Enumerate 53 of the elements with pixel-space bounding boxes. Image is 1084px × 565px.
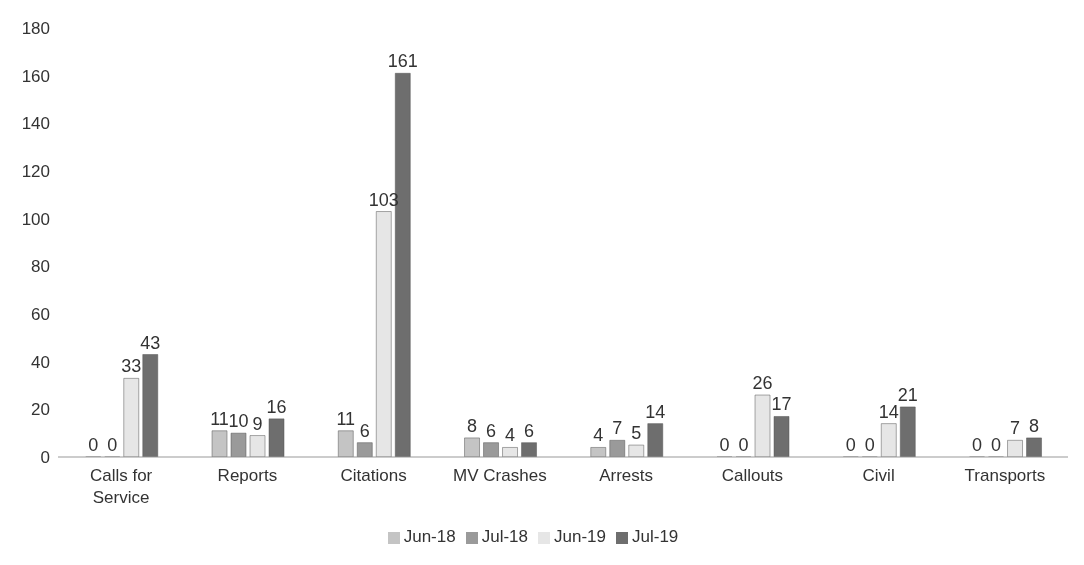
data-label: 0 (719, 434, 730, 455)
y-tick-label: 40 (31, 352, 50, 372)
y-tick-label: 160 (21, 66, 50, 86)
data-label: 43 (140, 332, 161, 353)
data-label: 0 (972, 434, 983, 455)
legend-label: Jul-19 (631, 527, 679, 546)
data-label: 0 (864, 434, 875, 455)
y-tick-label: 100 (21, 209, 50, 229)
data-label: 0 (88, 434, 99, 455)
data-label: 11 (210, 408, 229, 429)
data-label: 11 (336, 408, 356, 429)
x-tick-label: Transports (964, 466, 1046, 485)
data-label: 8 (1029, 415, 1040, 436)
x-tick-label: MV Crashes (453, 466, 547, 485)
data-label: 5 (631, 423, 642, 444)
y-tick-label: 80 (31, 257, 50, 277)
data-label: 33 (121, 356, 142, 377)
data-label: 7 (1010, 418, 1021, 439)
x-tick-label: Reports (217, 466, 278, 485)
y-tick-label: 140 (21, 114, 50, 134)
x-tick-label: Civil (862, 466, 895, 485)
data-label: 0 (991, 434, 1002, 455)
legend-label: Jul-18 (481, 527, 528, 546)
data-label: 17 (771, 394, 792, 415)
y-tick-label: 180 (21, 19, 50, 39)
data-label: 4 (505, 425, 516, 446)
x-tick-label: Calls for Service (89, 466, 153, 507)
y-tick-label: 60 (31, 305, 50, 325)
data-label: 14 (878, 401, 899, 422)
y-tick-label: 20 (31, 400, 50, 420)
data-label: 6 (524, 420, 535, 441)
data-label: 0 (738, 434, 749, 455)
data-label: 10 (228, 411, 249, 432)
data-label: 8 (467, 415, 478, 436)
y-tick-label: 0 (40, 448, 50, 468)
y-tick-label: 120 (21, 162, 50, 182)
x-tick-label: Citations (340, 466, 407, 485)
data-label: 4 (593, 425, 604, 446)
data-label: 0 (107, 434, 118, 455)
data-label: 6 (359, 420, 370, 441)
legend-label: Jun-19 (554, 527, 606, 546)
x-tick-label: Arrests (599, 466, 654, 485)
data-label: 14 (645, 401, 666, 422)
data-label: 21 (897, 384, 918, 405)
data-label: 7 (612, 418, 623, 439)
data-label: 16 (266, 396, 287, 417)
data-label: 161 (387, 51, 418, 72)
data-label: 9 (252, 413, 263, 434)
x-tick-label: Callouts (721, 466, 784, 485)
legend-label: Jun-18 (403, 527, 456, 546)
data-label: 0 (845, 434, 856, 455)
data-label: 26 (752, 373, 773, 394)
data-label: 6 (486, 420, 497, 441)
